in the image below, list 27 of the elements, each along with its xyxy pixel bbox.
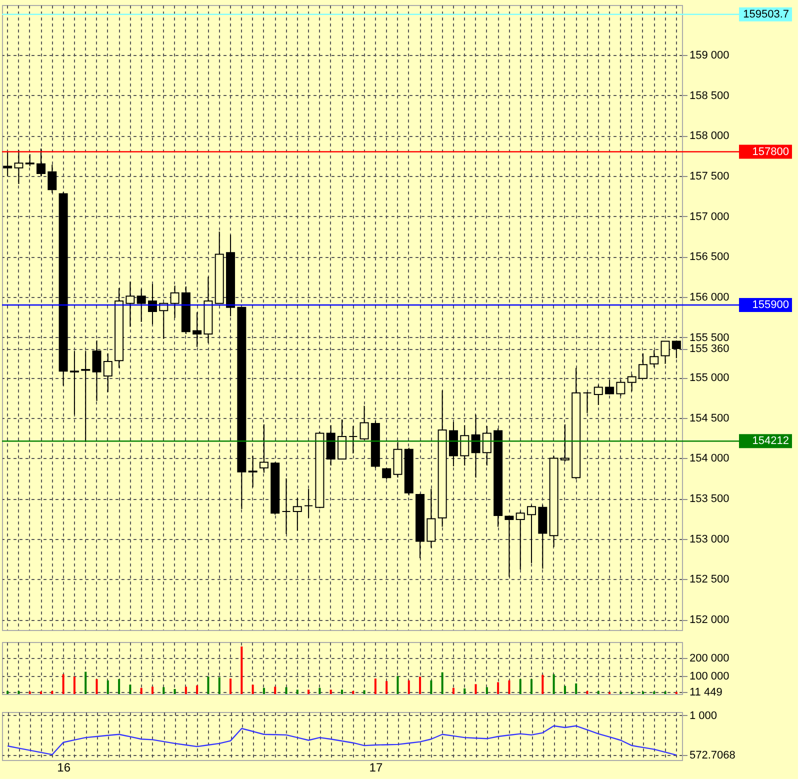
ref-line-label: 154212 [752, 435, 789, 448]
y-tick-label: 156 000 [690, 291, 730, 304]
y-tick-label: 157 000 [690, 210, 730, 223]
ref-line-label: 157800 [752, 146, 789, 158]
x-tick-label: 16 [57, 760, 71, 774]
y-tick-label: 158 500 [690, 90, 730, 102]
y-tick-label: 155 000 [690, 372, 730, 384]
y-tick-label: 1 000 [690, 710, 718, 722]
y-tick-label: 157 500 [690, 170, 730, 182]
y-tick-label: 152 000 [690, 614, 730, 626]
y-tick-label: 153 500 [690, 493, 730, 506]
y-tick-label: 156 500 [690, 251, 730, 264]
y-tick-label: 200 000 [690, 652, 730, 665]
ref-line-label: 155900 [752, 299, 789, 311]
y-tick-label: 159 000 [690, 50, 730, 62]
y-tick-label: 11 449 [690, 686, 722, 698]
y-tick-label: 153 000 [690, 533, 730, 546]
y-tick-label: 572.7068 [690, 750, 736, 762]
y-tick-label: 154 500 [690, 412, 730, 424]
y-tick-label: 155 360 [690, 343, 730, 356]
y-tick-label: 154 000 [690, 452, 730, 465]
y-tick-label: 100 000 [690, 670, 730, 683]
y-tick-label: 152 500 [690, 574, 730, 586]
y-tick-label: 158 000 [690, 130, 730, 142]
ref-line-label: 159503.7 [743, 8, 789, 20]
y-tick-label: 155 500 [690, 332, 730, 344]
x-tick-label: 17 [369, 760, 383, 774]
